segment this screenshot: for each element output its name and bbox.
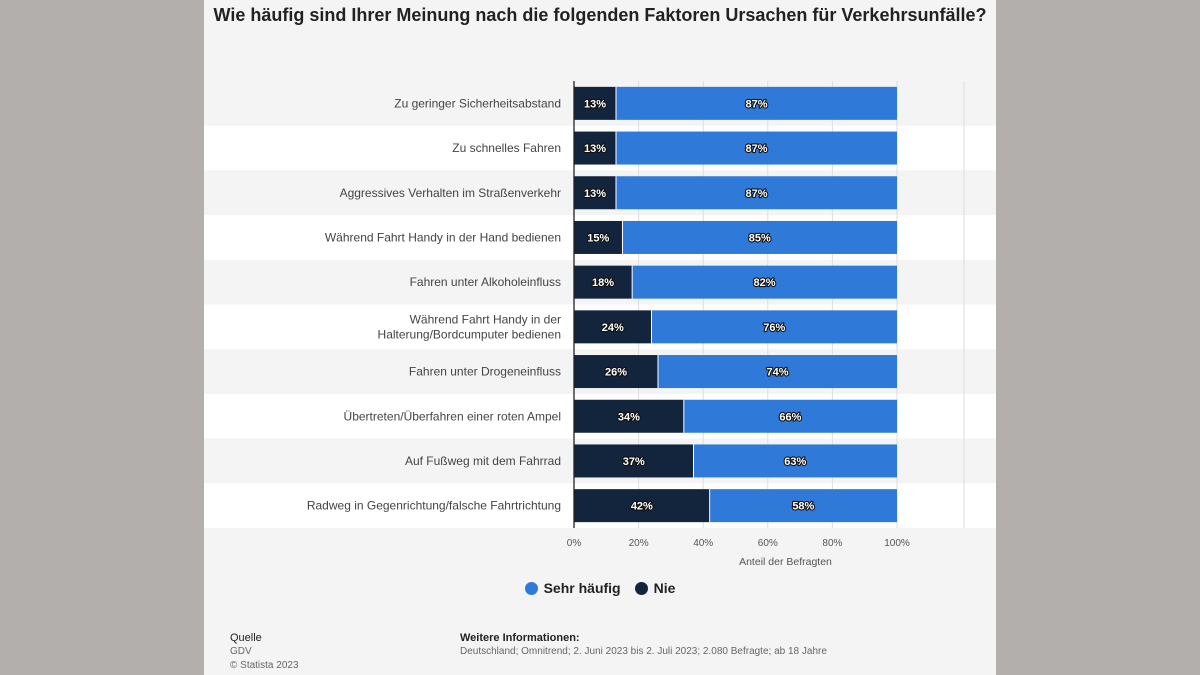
info-text: Deutschland; Omnitrend; 2. Juni 2023 bis… bbox=[460, 646, 827, 657]
info-heading: Weitere Informationen: bbox=[460, 632, 580, 644]
bar-sehr-haeufig[interactable] bbox=[683, 399, 897, 433]
data-label: 15% bbox=[587, 232, 609, 244]
copyright: © Statista 2023 bbox=[230, 660, 299, 671]
category-label: Fahren unter Drogeneinfluss bbox=[409, 365, 561, 379]
data-label: 13% bbox=[584, 188, 606, 200]
bar-nie[interactable] bbox=[574, 355, 658, 389]
legend-label-nie: Nie bbox=[653, 580, 676, 596]
data-label: 42% bbox=[631, 501, 653, 513]
bar-sehr-haeufig[interactable] bbox=[632, 265, 897, 299]
chart-card: Wie häufig sind Ihrer Meinung nach die f… bbox=[204, 0, 996, 675]
data-label: 76% bbox=[763, 322, 785, 334]
category-label: Während Fahrt Handy in der Halterung/Bord… bbox=[378, 312, 561, 341]
data-label: 58% bbox=[792, 501, 814, 513]
category-label: Übertreten/Überfahren einer roten Ampel bbox=[344, 409, 561, 423]
legend-item-sehr-haeufig[interactable]: Sehr häufig bbox=[524, 580, 621, 596]
x-tick-label: 20% bbox=[629, 538, 649, 549]
info-block: Weitere Informationen: Deutschland; Omni… bbox=[460, 631, 827, 659]
data-label: 82% bbox=[754, 277, 776, 289]
category-label: Zu geringer Sicherheitsabstand bbox=[394, 96, 561, 110]
data-label: 63% bbox=[784, 456, 806, 468]
bar-sehr-haeufig[interactable] bbox=[615, 176, 897, 210]
data-label: 13% bbox=[584, 143, 606, 155]
data-label: 26% bbox=[605, 367, 627, 379]
bar-nie[interactable] bbox=[574, 86, 616, 120]
bar-chart: 13% 87% Zu geringer Sicherheitsabstand 13% 8… bbox=[204, 81, 996, 568]
data-label: 37% bbox=[623, 456, 645, 468]
data-label: 87% bbox=[745, 98, 767, 110]
data-label: 85% bbox=[749, 232, 771, 244]
bar-sehr-haeufig[interactable] bbox=[615, 131, 897, 165]
data-label: 87% bbox=[745, 143, 767, 155]
data-label: 74% bbox=[766, 367, 788, 379]
source-name: GDV bbox=[230, 646, 252, 657]
bar-sehr-haeufig[interactable] bbox=[615, 86, 897, 120]
data-label: 87% bbox=[745, 188, 767, 200]
category-label: Radweg in Gegenrichtung/falsche Fahrtric… bbox=[307, 499, 561, 513]
bar-nie[interactable] bbox=[574, 310, 652, 344]
source-block: Quelle GDV © Statista 2023 bbox=[230, 631, 299, 673]
x-tick-label: 0% bbox=[567, 538, 582, 549]
data-label: 34% bbox=[618, 411, 640, 423]
bar-nie[interactable] bbox=[574, 265, 633, 299]
data-label: 24% bbox=[602, 322, 624, 334]
data-label: 13% bbox=[584, 98, 606, 110]
bar-sehr-haeufig[interactable] bbox=[693, 444, 897, 478]
bar-nie[interactable] bbox=[574, 489, 710, 523]
chart-title: Wie häufig sind Ihrer Meinung nach die f… bbox=[213, 5, 987, 25]
category-label: Aggressives Verhalten im Straßenverkehr bbox=[340, 186, 561, 200]
legend-swatch-sehr-haeufig bbox=[524, 581, 538, 595]
legend-item-nie[interactable]: Nie bbox=[634, 580, 676, 596]
bar-nie[interactable] bbox=[574, 444, 694, 478]
category-label: Auf Fußweg mit dem Fahrrad bbox=[405, 454, 561, 468]
data-label: 66% bbox=[779, 411, 801, 423]
category-label: Zu schnelles Fahren bbox=[452, 141, 561, 155]
legend: Sehr häufig Nie bbox=[204, 580, 996, 596]
bar-sehr-haeufig[interactable] bbox=[622, 220, 897, 254]
bar-sehr-haeufig[interactable] bbox=[709, 489, 897, 523]
bar-nie[interactable] bbox=[574, 176, 616, 210]
x-tick-label: 60% bbox=[758, 538, 778, 549]
x-tick-label: 80% bbox=[822, 538, 842, 549]
bar-sehr-haeufig[interactable] bbox=[657, 355, 897, 389]
bar-nie[interactable] bbox=[574, 399, 684, 433]
bar-nie[interactable] bbox=[574, 220, 623, 254]
category-label: Während Fahrt Handy in der Hand bedienen bbox=[325, 230, 561, 244]
legend-label-sehr-haeufig: Sehr häufig bbox=[543, 580, 621, 596]
category-label: Fahren unter Alkoholeinfluss bbox=[410, 275, 561, 289]
x-axis-title: Anteil der Befragten bbox=[739, 556, 832, 568]
x-tick-label: 40% bbox=[693, 538, 713, 549]
x-tick-label: 100% bbox=[884, 538, 910, 549]
data-label: 18% bbox=[592, 277, 614, 289]
source-heading: Quelle bbox=[230, 632, 262, 644]
legend-swatch-nie bbox=[634, 581, 648, 595]
bar-sehr-haeufig[interactable] bbox=[651, 310, 897, 344]
bar-nie[interactable] bbox=[574, 131, 616, 165]
